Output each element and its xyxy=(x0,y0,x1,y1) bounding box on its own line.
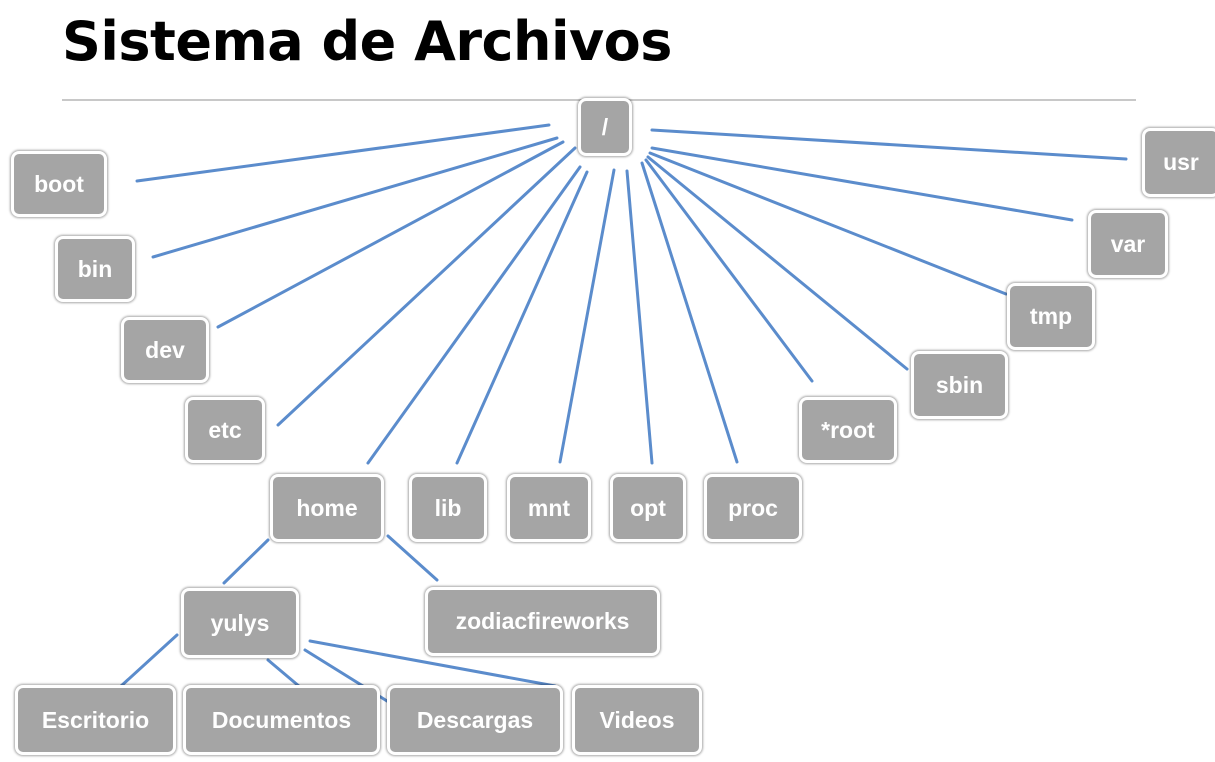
node-documentos: Documentos xyxy=(183,685,380,755)
page-title: Sistema de Archivos xyxy=(62,10,672,73)
edge-root-proc xyxy=(640,161,739,464)
edge-root-mnt xyxy=(558,168,616,464)
node-zodiacfireworks: zodiacfireworks xyxy=(425,587,660,656)
node-star-root: *root xyxy=(799,397,897,463)
edge-root-dev xyxy=(216,140,565,329)
node-yulys: yulys xyxy=(181,588,299,658)
edge-yulys-documentos xyxy=(266,658,302,689)
node-etc: etc xyxy=(185,397,265,463)
edge-root-etc xyxy=(276,146,577,427)
edge-yulys-videos xyxy=(308,639,557,688)
node-videos: Videos xyxy=(572,685,702,755)
node-mnt: mnt xyxy=(507,474,591,542)
node-root: / xyxy=(578,98,632,156)
node-tmp: tmp xyxy=(1007,283,1095,350)
edge-home-zodiacfireworks xyxy=(386,534,439,582)
edge-root-bin xyxy=(151,136,559,259)
node-bin: bin xyxy=(55,236,135,302)
edge-root-var xyxy=(650,146,1074,222)
edge-root-starroot xyxy=(644,158,814,383)
node-var: var xyxy=(1088,210,1168,278)
node-dev: dev xyxy=(121,317,209,383)
edge-root-lib xyxy=(455,170,589,465)
edge-root-opt xyxy=(625,169,654,465)
edge-root-tmp xyxy=(648,151,1008,296)
edge-root-boot xyxy=(135,123,551,183)
edge-root-usr xyxy=(650,128,1128,161)
node-lib: lib xyxy=(409,474,487,542)
edge-home-yulys xyxy=(222,538,270,585)
edge-yulys-escritorio xyxy=(118,633,179,689)
node-sbin: sbin xyxy=(911,351,1008,419)
node-opt: opt xyxy=(610,474,686,542)
node-descargas: Descargas xyxy=(387,685,563,755)
edge-root-sbin xyxy=(646,155,909,371)
node-usr: usr xyxy=(1142,128,1215,197)
node-boot: boot xyxy=(11,151,107,217)
node-escritorio: Escritorio xyxy=(15,685,176,755)
node-home: home xyxy=(270,474,384,542)
node-proc: proc xyxy=(704,474,802,542)
edge-root-home xyxy=(366,165,582,465)
